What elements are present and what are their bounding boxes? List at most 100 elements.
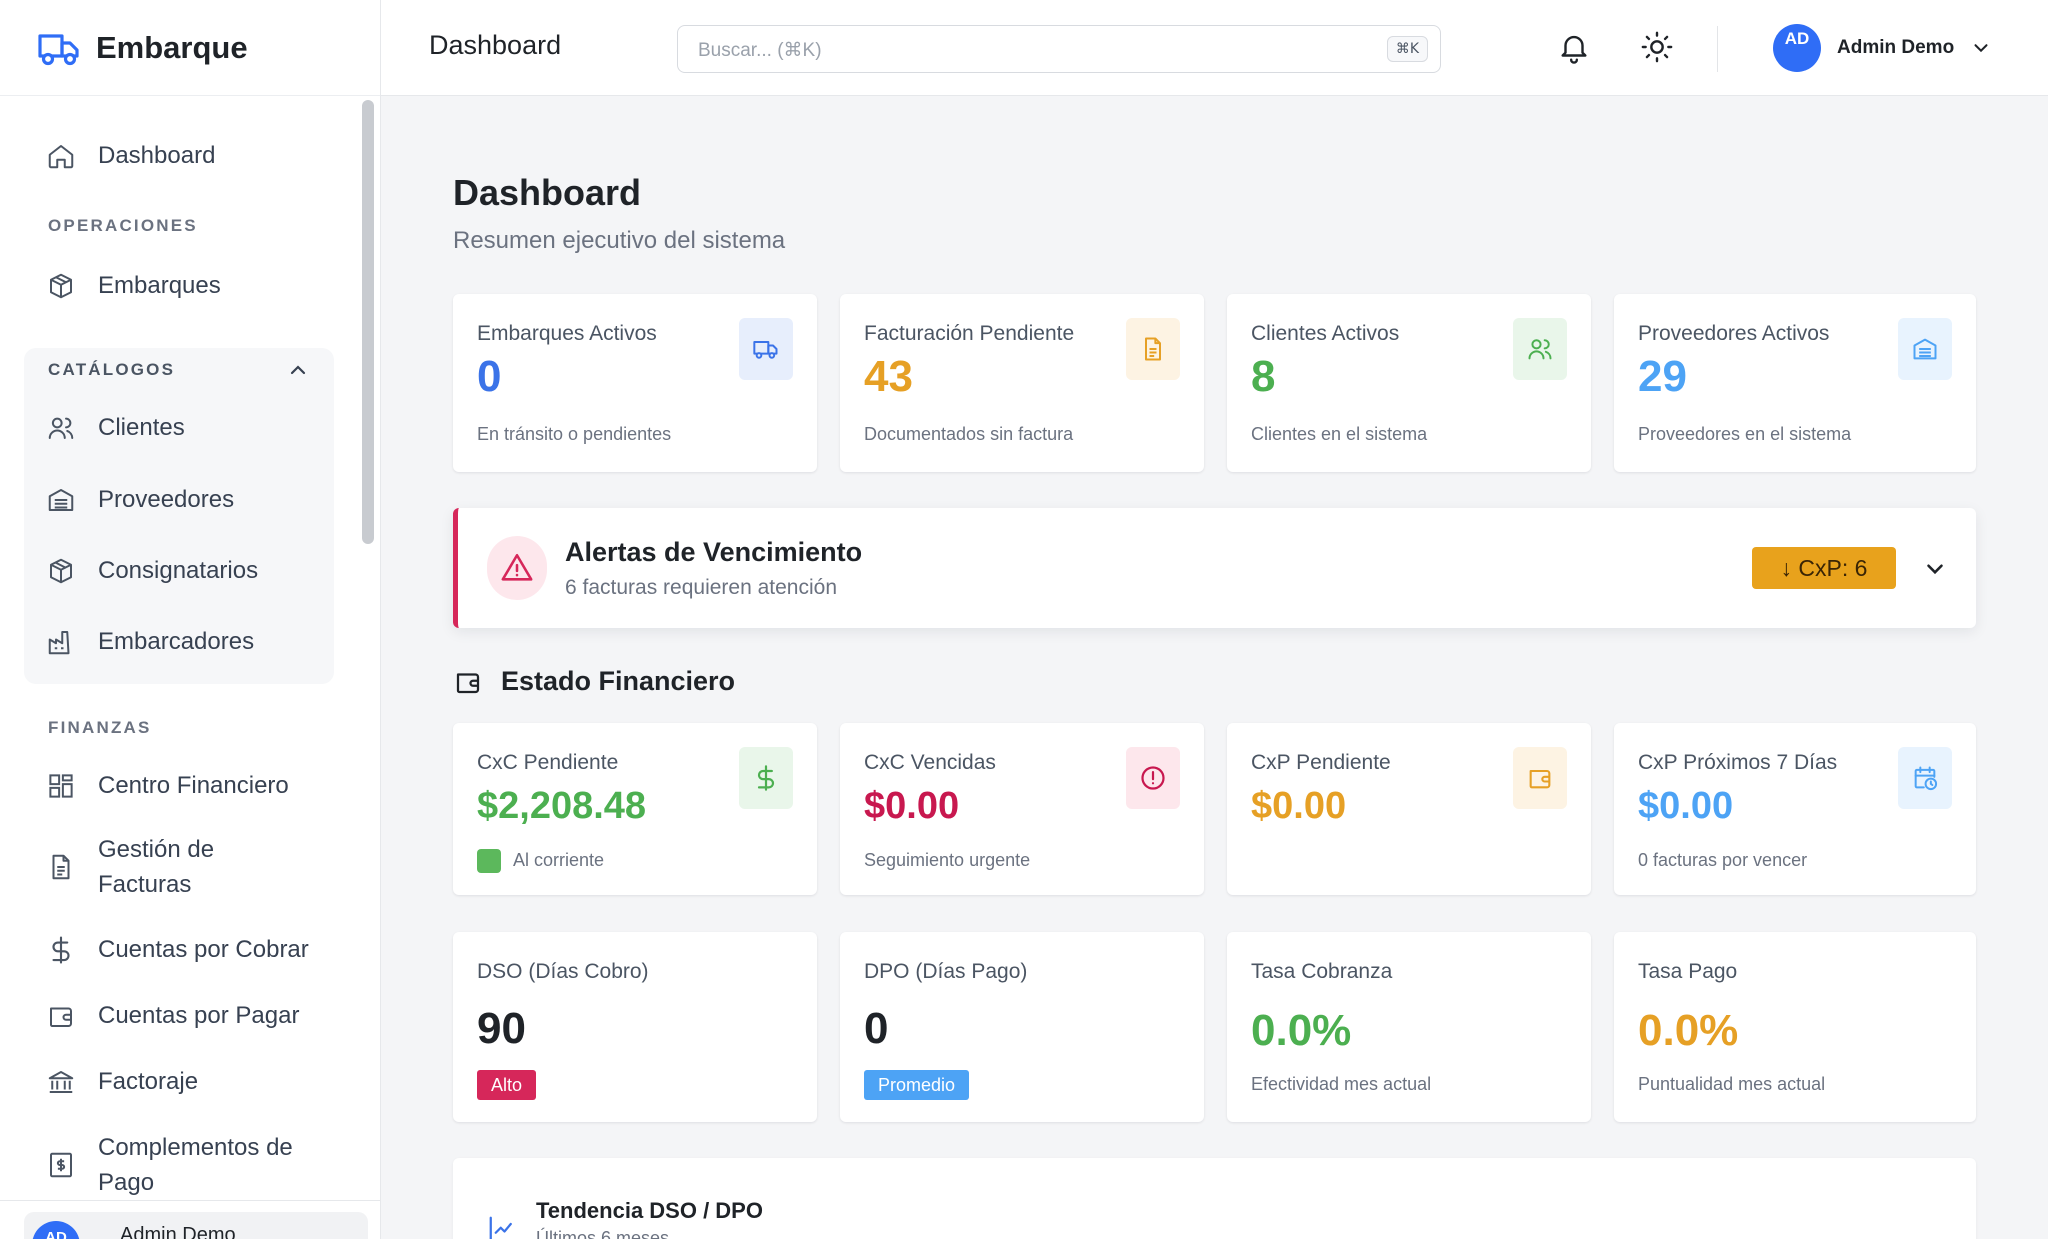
- user-menu[interactable]: AD Admin Demo: [1773, 24, 1992, 72]
- fin-card-cxp-pendiente[interactable]: CxP Pendiente $0.00: [1227, 723, 1591, 895]
- users-icon: [1528, 339, 1552, 360]
- metric-value: 90: [477, 1004, 526, 1053]
- sidebar-item-factoraje[interactable]: Factoraje: [24, 1064, 334, 1099]
- kpi-icon-box: [739, 318, 793, 380]
- sidebar-nav: Dashboard OPERACIONES Embarques CATÁLOGO…: [0, 96, 380, 1199]
- sidebar-item-label: Centro Financiero: [98, 772, 289, 799]
- sidebar-item-cuentas-cobrar[interactable]: Cuentas por Cobrar: [24, 932, 334, 967]
- sidebar-item-dashboard[interactable]: Dashboard: [24, 138, 334, 173]
- metric-note: Efectividad mes actual: [1251, 1074, 1432, 1094]
- chevron-down-icon: [1974, 44, 1988, 53]
- kpi-card-clientes[interactable]: Clientes Activos 8 Clientes en el sistem…: [1227, 294, 1591, 472]
- kpi-icon-box: [1126, 318, 1180, 380]
- sidebar-item-gestion-facturas[interactable]: Gestión de Facturas: [24, 832, 334, 902]
- fin-label: CxC Vencidas: [864, 751, 996, 774]
- sidebar-item-consignatarios[interactable]: Consignatarios: [24, 553, 334, 588]
- warehouse-icon: [48, 488, 74, 511]
- search-input[interactable]: Buscar... (⌘K) ⌘K: [677, 25, 1441, 73]
- status-dot: [477, 849, 501, 873]
- section-operaciones: OPERACIONES: [48, 216, 198, 235]
- sidebar-item-complementos-pago[interactable]: Complementos de Pago: [24, 1130, 334, 1199]
- financial-section-title: Estado Financiero: [501, 666, 736, 696]
- section-catalogos: CATÁLOGOS: [48, 360, 176, 379]
- catalog-toggle[interactable]: CATÁLOGOS: [48, 358, 310, 382]
- kpi-card-facturacion[interactable]: Facturación Pendiente 43 Documentados si…: [840, 294, 1204, 472]
- kpi-note: Documentados sin factura: [864, 424, 1074, 444]
- truck-icon: [753, 341, 778, 359]
- sidebar-item-proveedores[interactable]: Proveedores: [24, 482, 334, 517]
- financial-section-heading: Estado Financiero: [453, 666, 735, 697]
- app-name: Embarque: [96, 29, 248, 65]
- fin-card-cxc-vencidas[interactable]: CxC Vencidas $0.00 Seguimiento urgente: [840, 723, 1204, 895]
- trend-title: Tendencia DSO / DPO: [536, 1198, 763, 1223]
- sidebar-item-label: Cuentas por Pagar: [98, 1002, 300, 1029]
- sidebar-item-label: Proveedores: [98, 486, 235, 513]
- kpi-note: Proveedores en el sistema: [1638, 424, 1852, 444]
- sidebar-item-centro-financiero[interactable]: Centro Financiero: [24, 768, 334, 803]
- avatar: AD: [1773, 24, 1821, 72]
- fin-label: CxP Próximos 7 Días: [1638, 751, 1838, 774]
- metric-value: 0: [864, 1004, 889, 1053]
- kpi-label: Embarques Activos: [477, 322, 657, 345]
- metric-label: Tasa Pago: [1638, 960, 1738, 983]
- kpi-card-embarques[interactable]: Embarques Activos 0 En tránsito o pendie…: [453, 294, 817, 472]
- sidebar-item-cuentas-pagar[interactable]: Cuentas por Pagar: [24, 998, 334, 1033]
- sidebar-divider: [0, 1200, 381, 1201]
- bell-icon[interactable]: [1557, 30, 1591, 64]
- fin-note: Al corriente: [513, 850, 605, 870]
- sidebar-item-embarcadores[interactable]: Embarcadores: [24, 624, 334, 659]
- bank-icon: [48, 1070, 74, 1093]
- section-finanzas: FINANZAS: [48, 718, 152, 737]
- fin-card-cxp-proximos[interactable]: CxP Próximos 7 Días $0.00 0 facturas por…: [1614, 723, 1976, 895]
- sidebar-user-name: Admin Demo: [120, 1224, 236, 1239]
- sidebar-item-label: Clientes: [98, 414, 185, 441]
- fin-icon-box: [1898, 747, 1952, 809]
- sidebar-item-label: Cuentas por Cobrar: [98, 936, 309, 963]
- fin-icon-box: [739, 747, 793, 809]
- sidebar-item-label: Dashboard: [98, 142, 216, 169]
- metric-card-tasa-pago[interactable]: Tasa Pago 0.0% Puntualidad mes actual: [1614, 932, 1976, 1122]
- brand[interactable]: Embarque: [0, 0, 380, 96]
- metric-card-tasa-cobranza[interactable]: Tasa Cobranza 0.0% Efectividad mes actua…: [1227, 932, 1591, 1122]
- home-icon: [48, 144, 74, 168]
- kpi-value: 0: [477, 352, 502, 401]
- sidebar-item-label: Gestión de Facturas: [98, 836, 215, 898]
- fin-card-cxc-pendiente[interactable]: CxC Pendiente $2,208.48 Al corriente: [453, 723, 817, 895]
- metric-card-dpo[interactable]: DPO (Días Pago) 0 Promedio: [840, 932, 1204, 1122]
- page-subtitle: Resumen ejecutivo del sistema: [453, 227, 786, 254]
- alert-circle-icon: [1141, 766, 1165, 790]
- dollar-icon: [757, 765, 775, 791]
- fin-note: 0 facturas por vencer: [1638, 850, 1808, 870]
- cxp-alert-badge[interactable]: ↓ CxP: 6: [1752, 547, 1896, 589]
- kpi-label: Clientes Activos: [1251, 322, 1400, 345]
- metric-card-dso[interactable]: DSO (Días Cobro) 90 Alto: [453, 932, 817, 1122]
- sidebar-user[interactable]: AD Admin Demo: [24, 1212, 368, 1239]
- document-icon: [1145, 337, 1161, 361]
- sun-icon[interactable]: [1640, 30, 1674, 64]
- header-title: Dashboard: [429, 30, 562, 60]
- sidebar-item-label: Embarcadores: [98, 628, 255, 655]
- kpi-card-proveedores[interactable]: Proveedores Activos 29 Proveedores en el…: [1614, 294, 1976, 472]
- sidebar-item-clientes[interactable]: Clientes: [24, 410, 334, 445]
- catalog-group: [24, 348, 334, 684]
- header-divider: [1717, 26, 1718, 72]
- kpi-value: 43: [864, 352, 913, 401]
- kpi-icon-box: [1513, 318, 1567, 380]
- alert-title: Alertas de Vencimiento: [565, 537, 863, 567]
- fin-note: Seguimiento urgente: [864, 850, 1031, 870]
- sidebar-item-embarques[interactable]: Embarques: [24, 268, 334, 303]
- chevron-down-icon[interactable]: [1922, 556, 1948, 582]
- sidebar-item-label: Complementos de Pago: [98, 1134, 293, 1196]
- avatar: AD: [32, 1221, 80, 1239]
- receipt-icon: [50, 1152, 72, 1178]
- warehouse-icon: [1913, 338, 1937, 360]
- file-text-icon: [52, 854, 70, 880]
- search-shortcut-badge: ⌘K: [1386, 36, 1428, 62]
- wallet-icon: [1529, 769, 1551, 789]
- sidebar-scrollbar[interactable]: [362, 100, 374, 544]
- page-title: Dashboard: [453, 172, 642, 213]
- chevron-up-icon: [290, 365, 306, 375]
- kpi-label: Proveedores Activos: [1638, 322, 1830, 345]
- expiration-alert[interactable]: Alertas de Vencimiento 6 facturas requie…: [453, 508, 1976, 628]
- fin-value: $0.00: [1251, 785, 1347, 827]
